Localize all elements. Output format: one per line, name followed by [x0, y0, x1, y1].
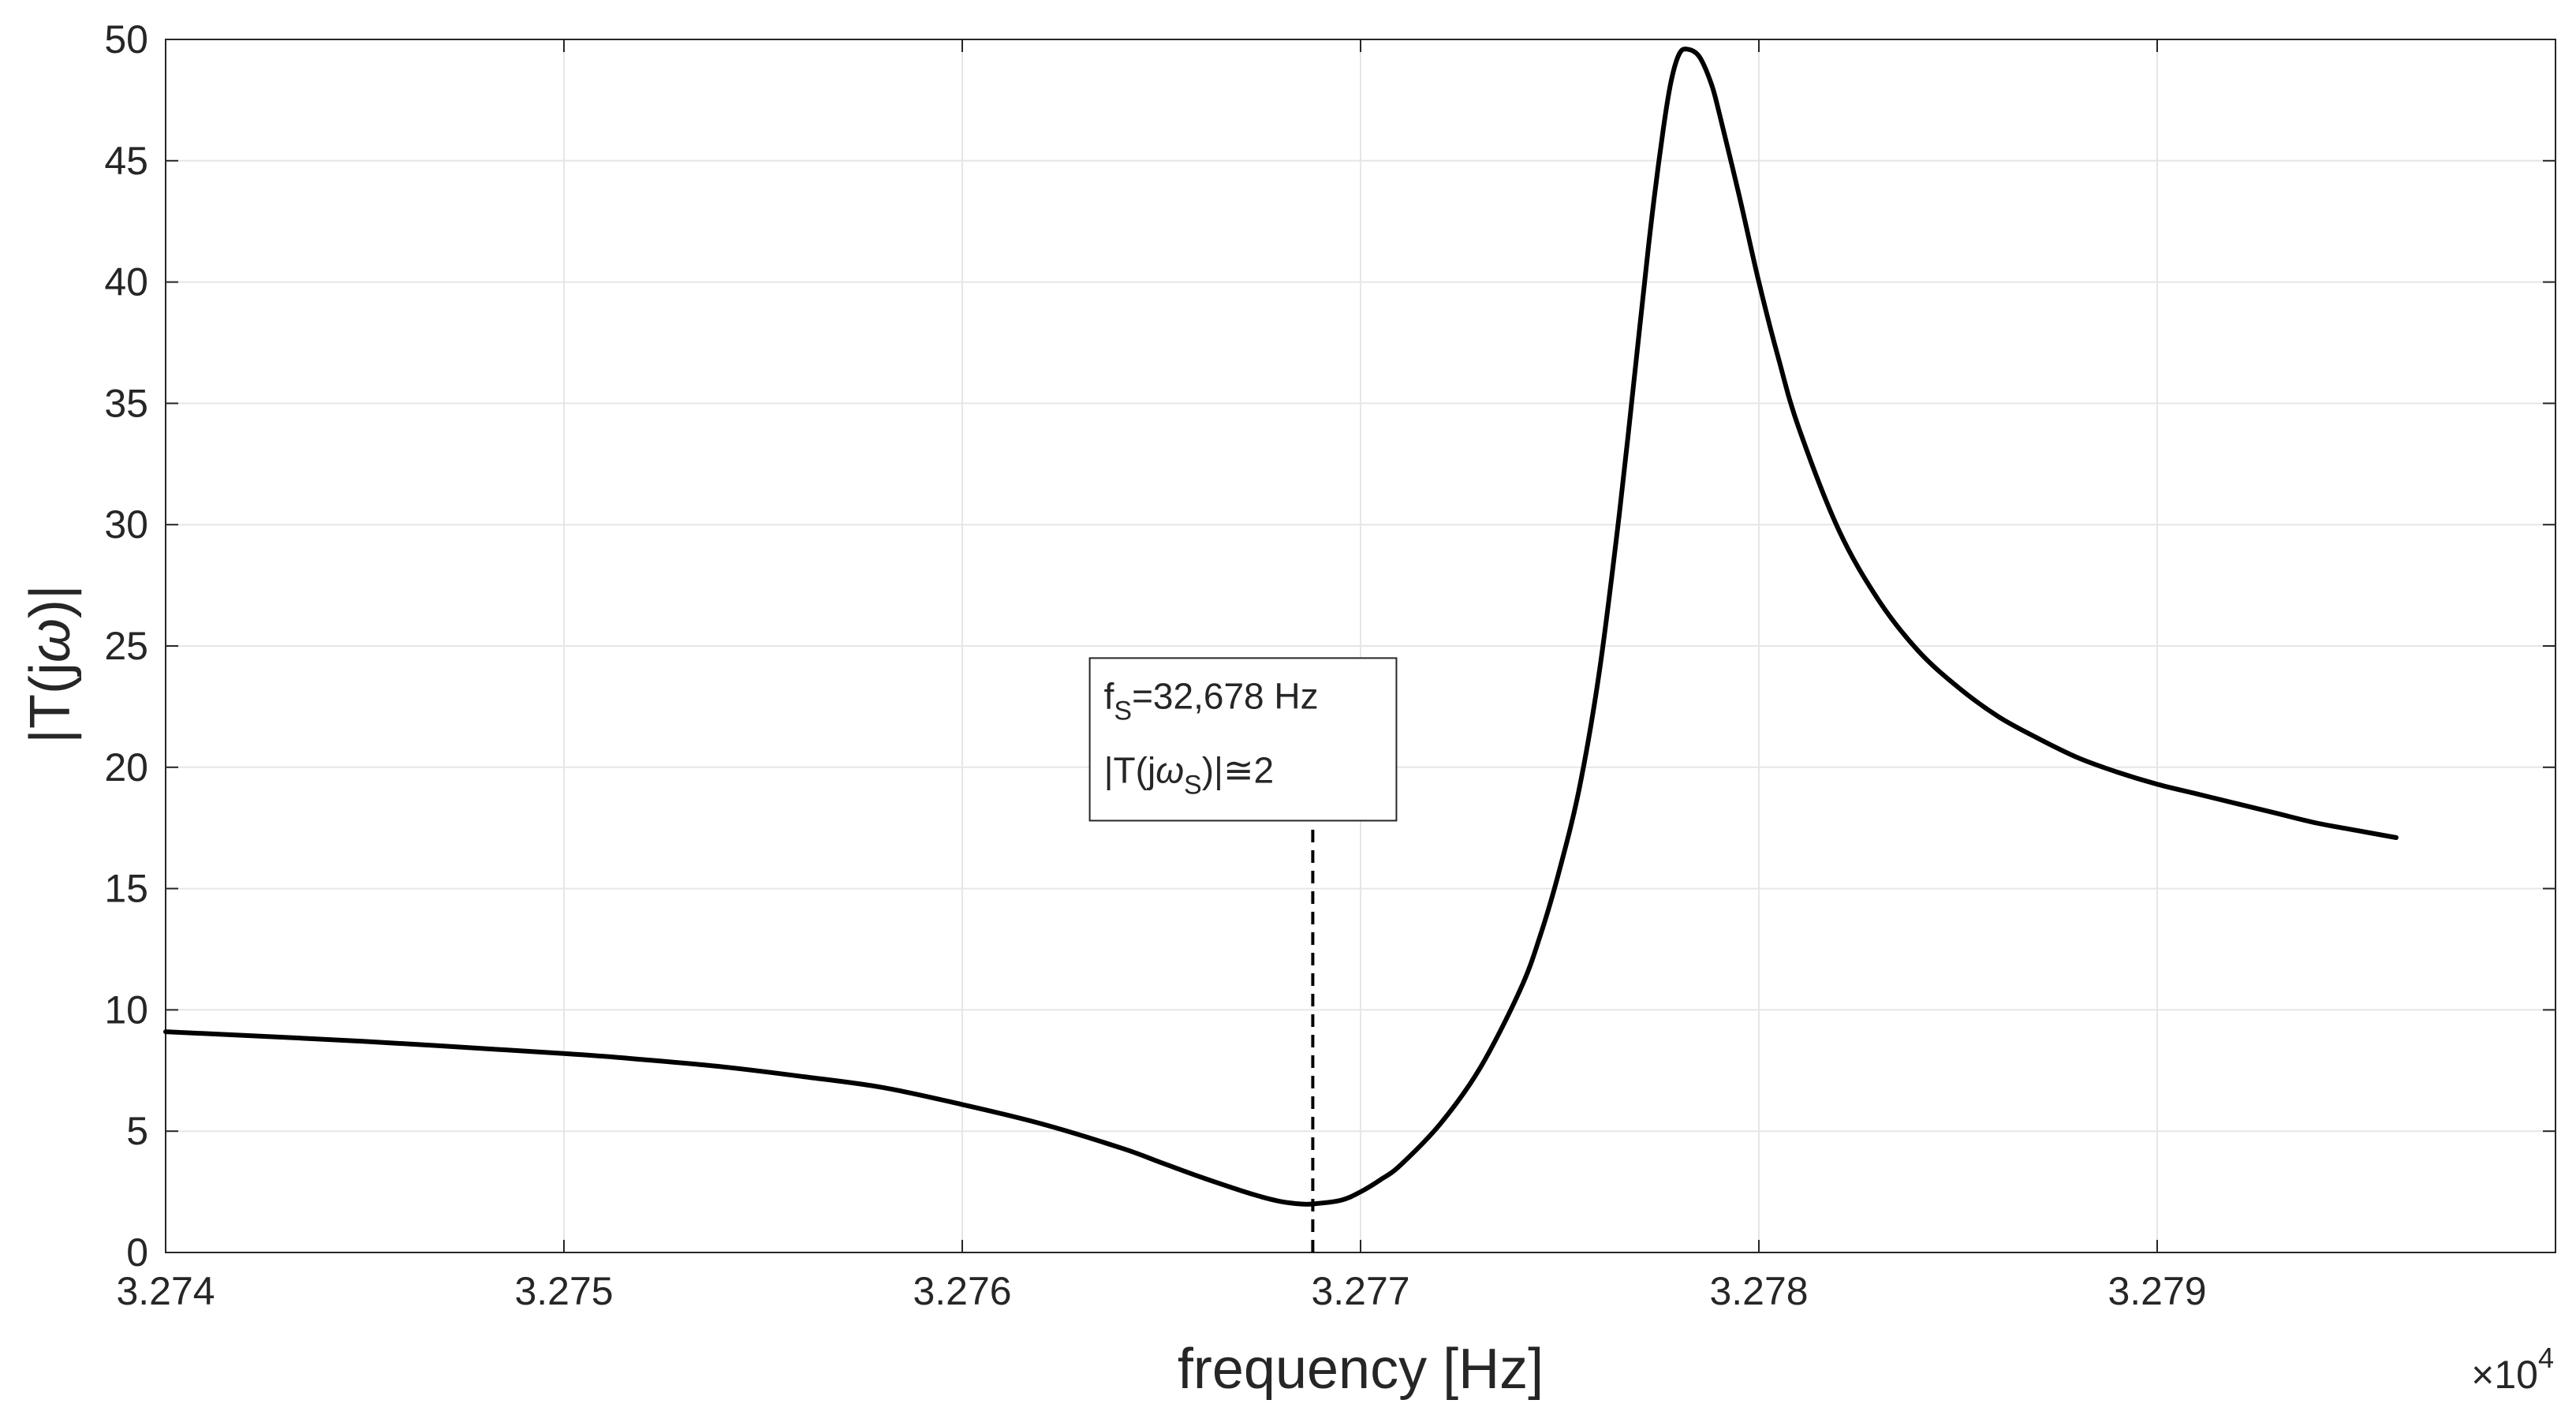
- annotation-f-suffix: =32,678 Hz: [1132, 675, 1319, 716]
- x-tick-label-2: 3.276: [913, 1269, 1011, 1313]
- ticks: 3.274 3.275 3.276 3.277 3.278 3.279 0 5 10 15 20 25…: [104, 17, 2555, 1313]
- y-tick-label-10: 50: [104, 17, 148, 62]
- y-tick-label-0: 0: [126, 1230, 148, 1275]
- x-axis-title: frequency [Hz]: [1178, 1338, 1544, 1401]
- annotation-t-suffix: )|≅2: [1202, 749, 1274, 790]
- x-tick-label-5: 3.279: [2107, 1269, 2206, 1313]
- annotation-box-frame: [1088, 657, 1398, 822]
- annotation-line-magnitude: |T(jωS)|≅2: [1104, 749, 1275, 800]
- annotations: fS=32,678 Hz |T(jωS)|≅2: [1088, 657, 1398, 1252]
- annotation-f-prefix: f: [1104, 675, 1114, 716]
- x-tick-label-4: 3.278: [1709, 1269, 1808, 1313]
- annotation-t-omega: ω: [1155, 749, 1184, 790]
- y-tick-label-7: 35: [104, 381, 148, 425]
- x-tick-label-1: 3.275: [514, 1269, 613, 1313]
- x-axis-scale-exponent: ×104: [2471, 1342, 2554, 1397]
- annotation-f-sub: S: [1114, 696, 1132, 726]
- annotation-line-frequency: fS=32,678 Hz: [1104, 675, 1319, 726]
- x-tick-label-3: 3.277: [1311, 1269, 1409, 1313]
- y-axis-title-prefix: |T(j: [19, 663, 82, 744]
- y-tick-label-8: 40: [104, 260, 148, 304]
- annotation-box: fS=32,678 Hz |T(jωS)|≅2: [1088, 657, 1398, 822]
- y-tick-label-4: 20: [104, 745, 148, 790]
- y-tick-label-2: 10: [104, 987, 148, 1032]
- y-tick-label-5: 25: [104, 624, 148, 668]
- y-axis-title-suffix: )|: [19, 584, 82, 618]
- x-axis-scale-power: 4: [2538, 1342, 2554, 1374]
- series-line-0: [163, 47, 2399, 1207]
- y-tick-label-6: 30: [104, 502, 148, 547]
- y-tick-label-3: 15: [104, 867, 148, 911]
- series: [163, 47, 2399, 1207]
- y-axis-title: |T(jω)|: [19, 584, 82, 743]
- y-tick-label-9: 45: [104, 139, 148, 183]
- y-axis-title-omega: ω: [19, 618, 82, 663]
- x-tick-label-0: 3.274: [116, 1269, 215, 1313]
- y-tick-label-1: 5: [126, 1109, 148, 1153]
- annotation-t-sub: S: [1184, 770, 1202, 800]
- x-axis-scale-base: ×10: [2471, 1353, 2538, 1397]
- annotation-t-prefix: |T(j: [1104, 749, 1156, 790]
